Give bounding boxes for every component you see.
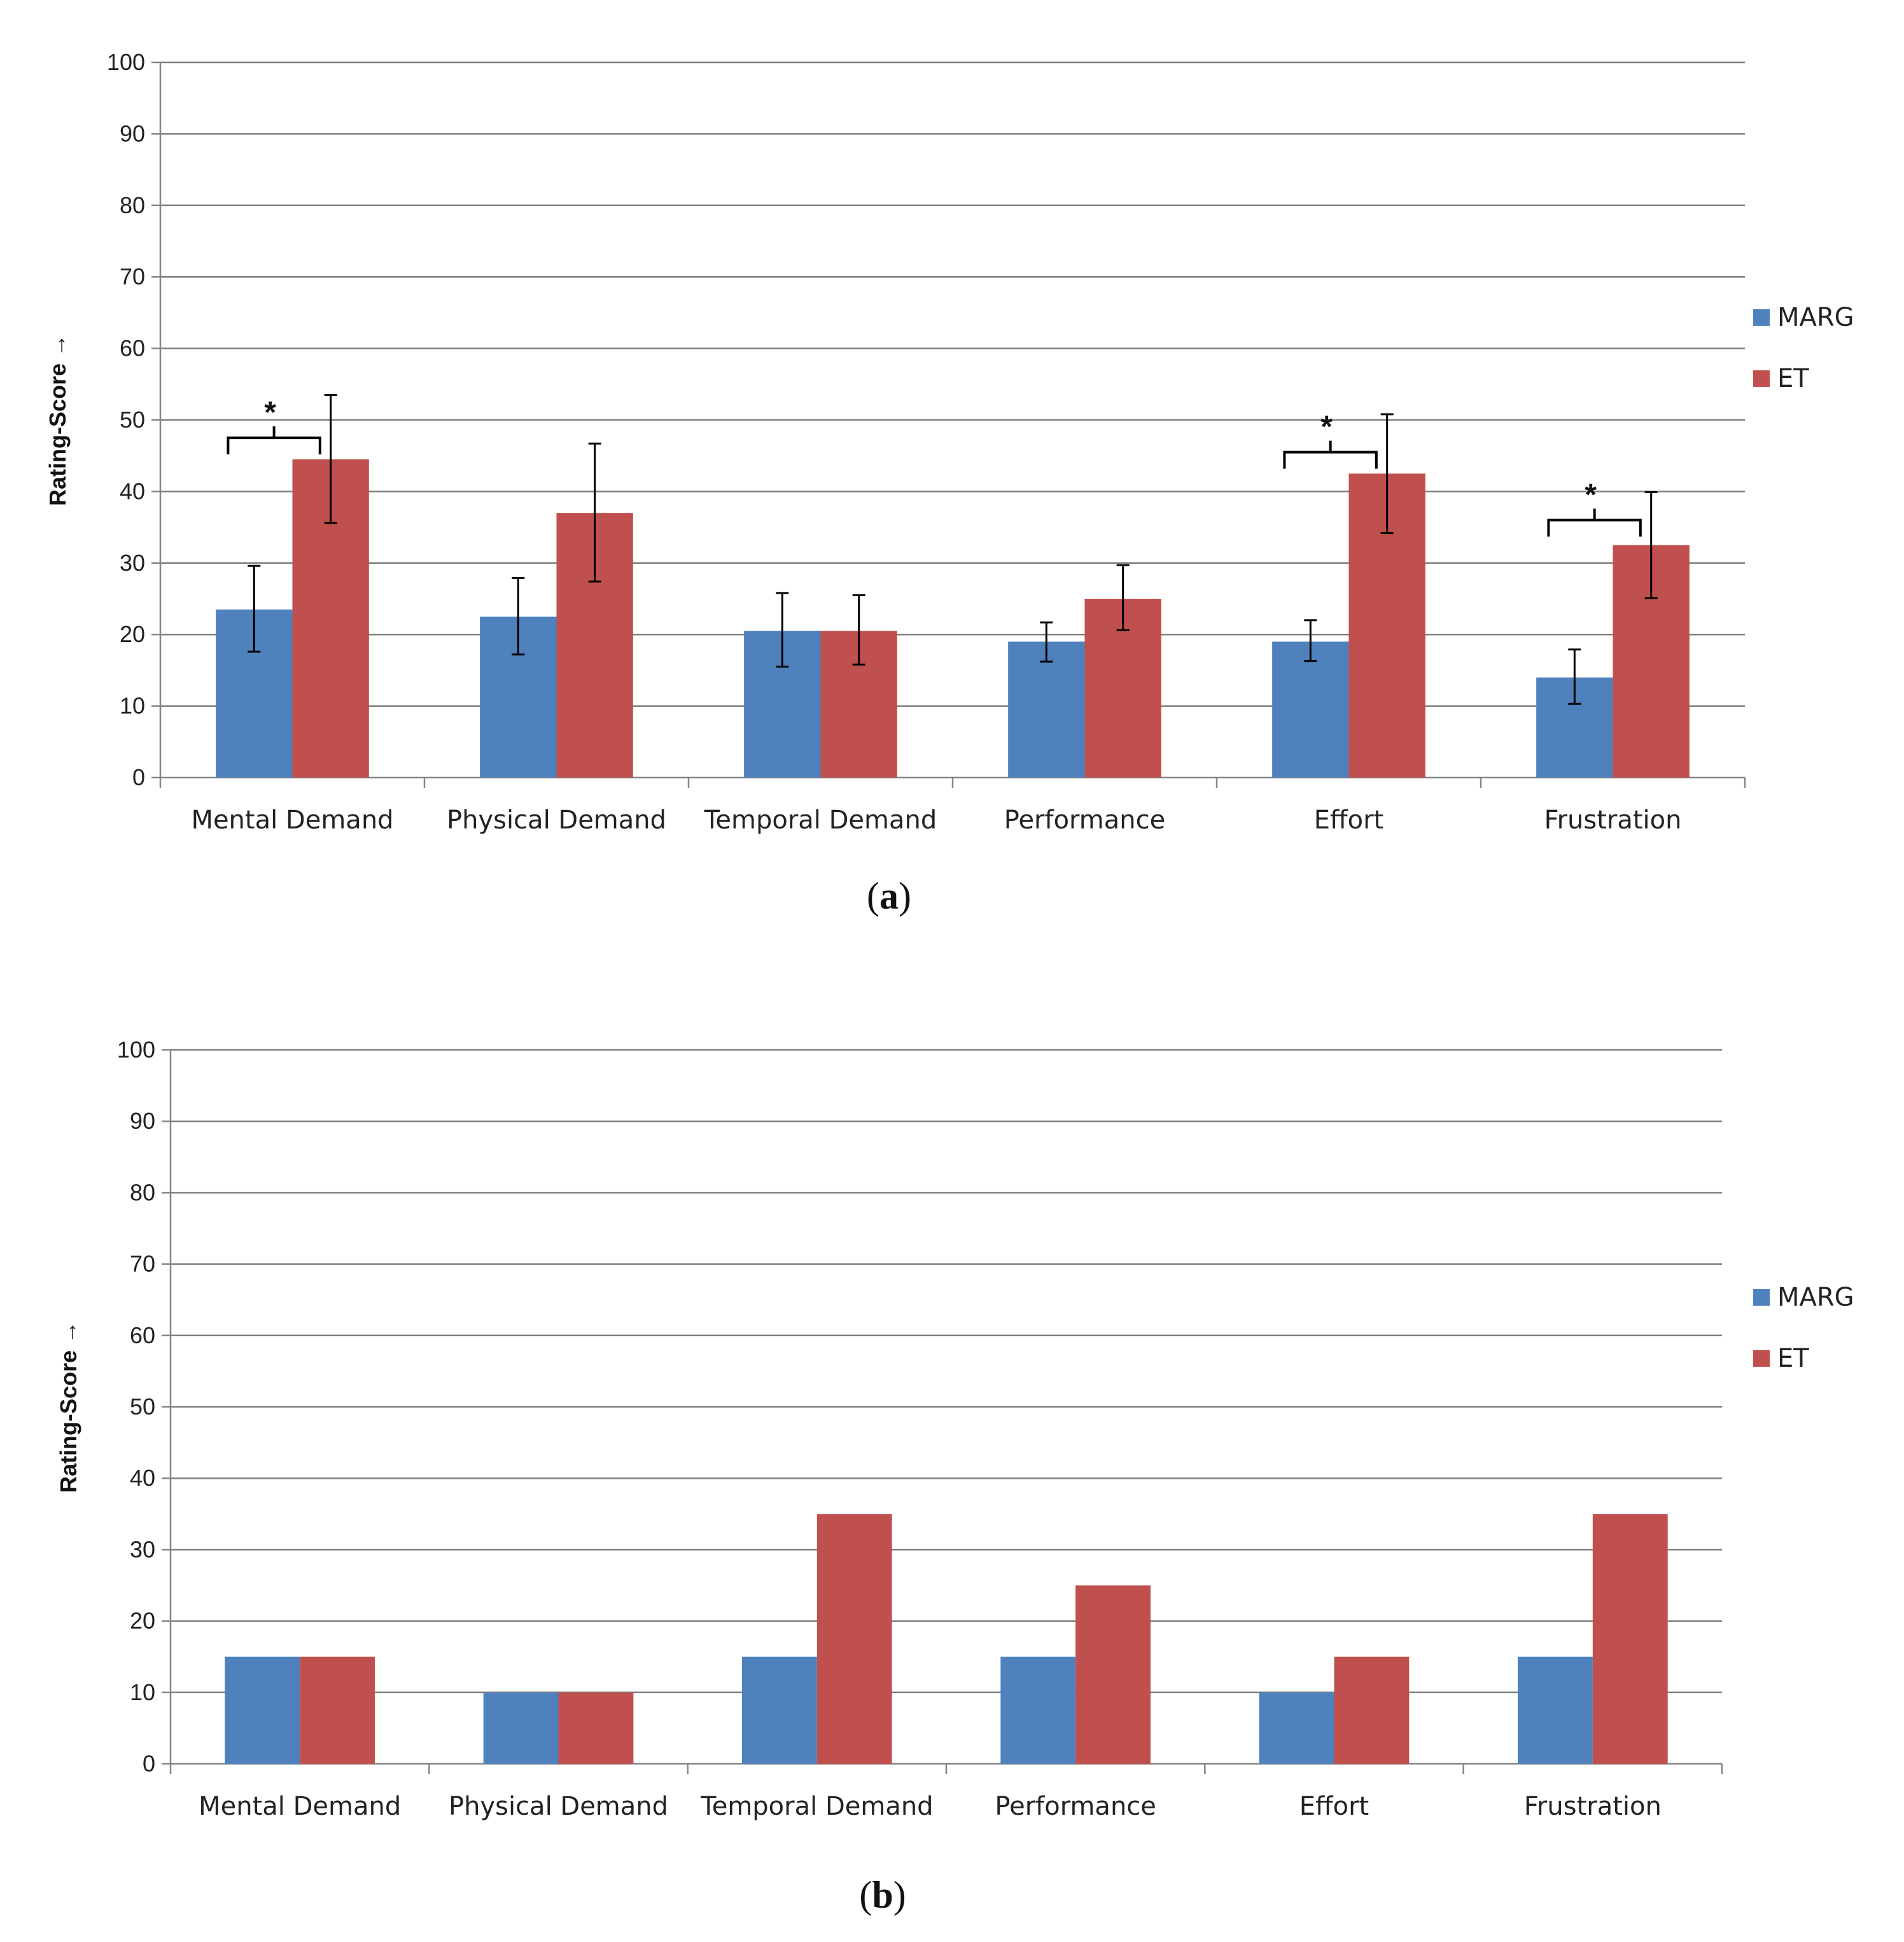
- chart-panel-b: 0 10 20 30 40 50 60 70 80 90 100 Mental Demand Physi…: [55, 1037, 1854, 1916]
- bar-et: [1334, 1656, 1410, 1764]
- legend-swatch-marg: [1753, 1289, 1770, 1306]
- significance-star: *: [1320, 410, 1333, 444]
- category-label: Effort: [1299, 1792, 1369, 1821]
- y-tick-label: 70: [130, 1251, 155, 1277]
- legend-swatch-marg: [1753, 309, 1770, 326]
- chart-panel-a: 0 10 20 30 40 50 60 70 80 90 100 Mental Demand Physi…: [45, 49, 1854, 917]
- y-tick-label: 80: [130, 1179, 155, 1205]
- legend-label-et: ET: [1777, 364, 1809, 393]
- category-label: Performance: [995, 1792, 1156, 1821]
- bar-marg: [483, 1692, 559, 1764]
- significance-bracket: [227, 426, 321, 455]
- y-tick-label: 0: [143, 1750, 155, 1777]
- bar-marg: [1259, 1692, 1334, 1764]
- y-tick-label: 60: [130, 1322, 155, 1348]
- category-label: Mental Demand: [191, 806, 393, 835]
- legend-label-marg: MARG: [1777, 1283, 1854, 1312]
- category-label: Effort: [1314, 806, 1383, 835]
- y-tick-label: 90: [120, 120, 145, 146]
- legend-swatch-et: [1753, 370, 1770, 387]
- y-tick-label: 50: [130, 1394, 155, 1420]
- category-label: Temporal Demand: [704, 806, 937, 835]
- y-tick-label: 80: [120, 192, 145, 218]
- y-tick-label: 0: [132, 764, 145, 790]
- category-label: Physical Demand: [449, 1792, 668, 1821]
- y-tick-label: 30: [130, 1536, 155, 1562]
- y-tick-label: 90: [130, 1108, 155, 1134]
- legend-label-marg: MARG: [1777, 303, 1854, 332]
- significance-star: *: [1585, 478, 1597, 512]
- bar-marg: [1000, 1656, 1076, 1764]
- y-tick-label: 20: [120, 621, 145, 647]
- bar-marg: [1517, 1656, 1593, 1764]
- y-tick-label: 40: [130, 1465, 155, 1491]
- category-label: Frustration: [1544, 806, 1682, 835]
- significance-bracket: [1547, 508, 1642, 537]
- y-tick-label: 70: [120, 263, 145, 290]
- y-tick-label: 20: [130, 1608, 155, 1634]
- figure-caption: (b): [859, 1874, 906, 1916]
- y-tick-label: 40: [120, 478, 145, 504]
- category-label: Mental Demand: [199, 1792, 401, 1821]
- bar-marg: [1272, 641, 1349, 778]
- bar-et: [558, 1692, 634, 1764]
- y-tick-label: 10: [120, 693, 145, 719]
- category-label: Performance: [1004, 806, 1165, 835]
- y-tick-label: 100: [107, 49, 145, 75]
- y-tick-label: 100: [117, 1037, 155, 1063]
- category-label: Frustration: [1524, 1792, 1662, 1821]
- legend-label-et: ET: [1777, 1344, 1809, 1373]
- y-axis-label: Rating-Score →: [55, 1321, 81, 1493]
- y-tick-label: 50: [120, 407, 145, 433]
- bar-marg: [225, 1656, 300, 1764]
- y-tick-label: 60: [120, 335, 145, 361]
- y-tick-label: 10: [130, 1679, 155, 1705]
- significance-star: *: [264, 396, 276, 430]
- bar-et: [816, 1514, 892, 1764]
- bar-et: [300, 1656, 375, 1764]
- significance-bracket: [1283, 440, 1378, 469]
- figure-caption: (a): [867, 875, 911, 917]
- legend-swatch-et: [1753, 1350, 1770, 1367]
- category-label: Temporal Demand: [700, 1792, 934, 1821]
- category-label: Physical Demand: [447, 806, 666, 835]
- bar-marg: [741, 1656, 817, 1764]
- bar-et: [1075, 1585, 1151, 1764]
- y-tick-label: 30: [120, 550, 145, 576]
- bar-et: [1592, 1514, 1668, 1764]
- bar-marg: [1008, 641, 1085, 778]
- y-axis-label: Rating-Score →: [45, 334, 71, 506]
